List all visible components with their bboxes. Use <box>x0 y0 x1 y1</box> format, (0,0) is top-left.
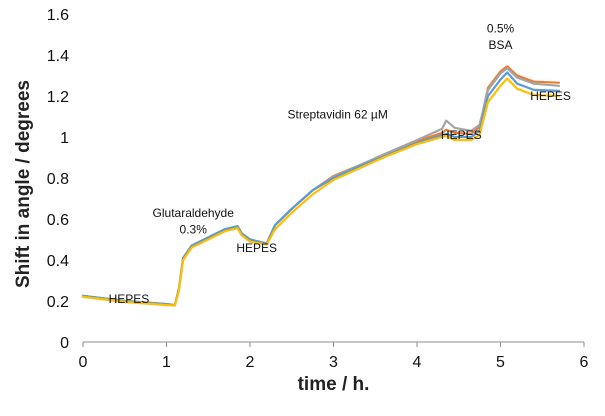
y-tick-label: 0.8 <box>47 171 69 188</box>
x-tick-label: 2 <box>246 354 255 371</box>
y-axis-title: Shift in angle / degrees <box>13 80 34 288</box>
y-tick-label: 1.6 <box>47 7 69 24</box>
x-tick-label: 3 <box>329 354 338 371</box>
annotation-label: HEPES <box>441 128 482 142</box>
annotations: HEPES Glutaraldehyde 0.3% HEPES Streptavidin… <box>109 21 571 306</box>
annotation-label: BSA <box>488 38 512 52</box>
y-tick-label: 0.4 <box>47 253 69 270</box>
annotation-label: HEPES <box>109 292 150 306</box>
x-axis-title: time / h. <box>298 374 370 395</box>
x-axis-ticks: 0 1 2 3 4 5 6 <box>79 342 589 371</box>
annotation-label: Streptavidin 62 µM <box>288 108 388 122</box>
x-tick-label: 6 <box>580 354 589 371</box>
annotation-label: 0.3% <box>180 222 208 236</box>
annotation-label: 0.5% <box>487 21 515 35</box>
y-tick-label: 1.4 <box>47 48 69 65</box>
x-tick-label: 4 <box>413 354 422 371</box>
series-layer <box>81 65 561 307</box>
x-tick-label: 5 <box>496 354 505 371</box>
y-tick-label: 0 <box>60 335 69 352</box>
series-line-4 <box>81 77 561 307</box>
y-axis-ticks: 0 0.2 0.4 0.6 0.8 1 1.2 1.4 1.6 <box>47 7 69 352</box>
y-tick-label: 0.2 <box>47 294 69 311</box>
x-tick-label: 0 <box>79 354 88 371</box>
annotation-label: HEPES <box>530 89 571 103</box>
series-line-3 <box>81 71 561 307</box>
y-tick-label: 1 <box>60 130 69 147</box>
y-tick-label: 1.2 <box>47 89 69 106</box>
x-tick-label: 1 <box>162 354 171 371</box>
y-tick-label: 0.6 <box>47 212 69 229</box>
annotation-label: Glutaraldehyde <box>153 206 235 220</box>
annotation-label: HEPES <box>236 241 277 255</box>
